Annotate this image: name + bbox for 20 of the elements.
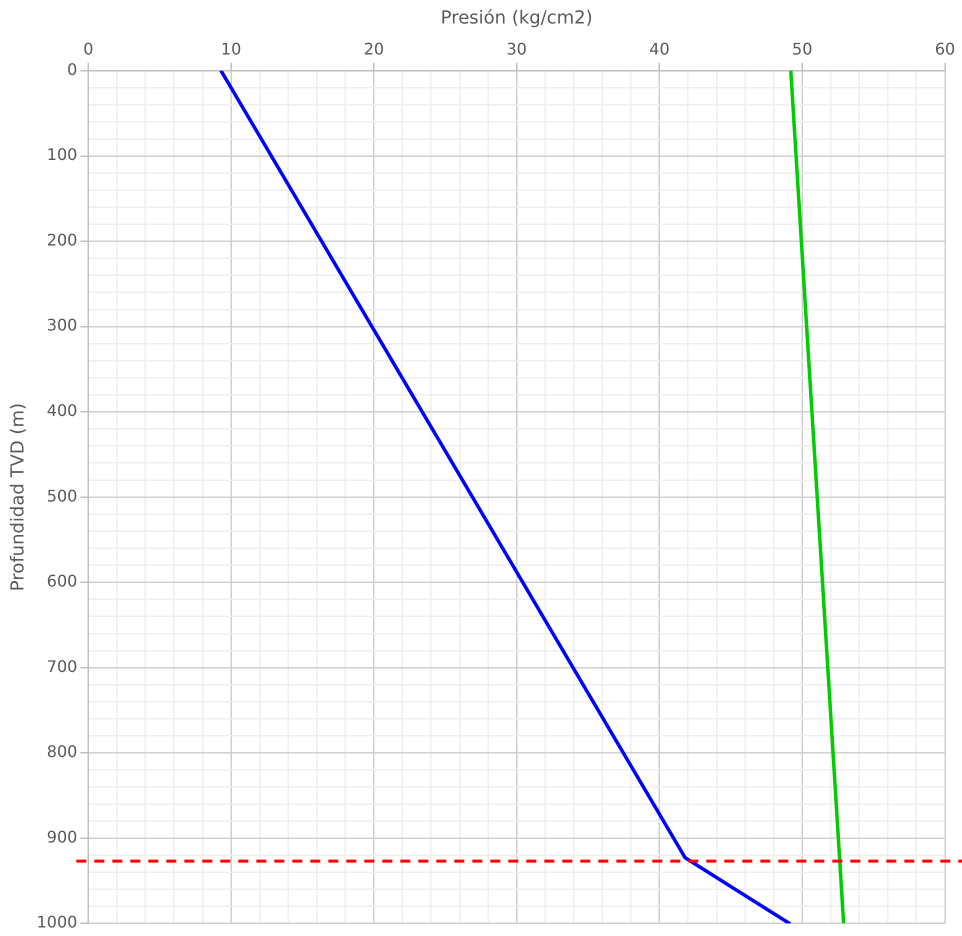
y-tick-label: 400 [46,400,78,420]
y-tick-label: 100 [46,145,78,164]
y-tick-label: 500 [46,486,78,506]
y-tick-label: 1000 [36,912,78,932]
y-tick-label: 900 [46,827,78,846]
x-axis-title: Presión (kg/cm2) [440,7,593,28]
y-tick-label: 300 [46,316,78,335]
x-tick-label: 60 [934,39,956,58]
x-tick-label: 20 [364,39,384,58]
x-tick-label: 0 [83,39,94,58]
y-tick-label: 600 [46,572,78,591]
y-axis-title: Profundidad TVD (m) [7,402,28,592]
x-tick-label: 40 [649,39,670,58]
y-tick-label: 800 [46,742,78,762]
y-tick-label: 0 [67,60,78,79]
y-tick-label: 200 [46,230,78,250]
x-tick-label: 10 [220,39,242,58]
x-tick-label: 30 [506,39,527,58]
x-tick-label: 50 [792,39,812,58]
y-tick-label: 700 [46,656,78,676]
